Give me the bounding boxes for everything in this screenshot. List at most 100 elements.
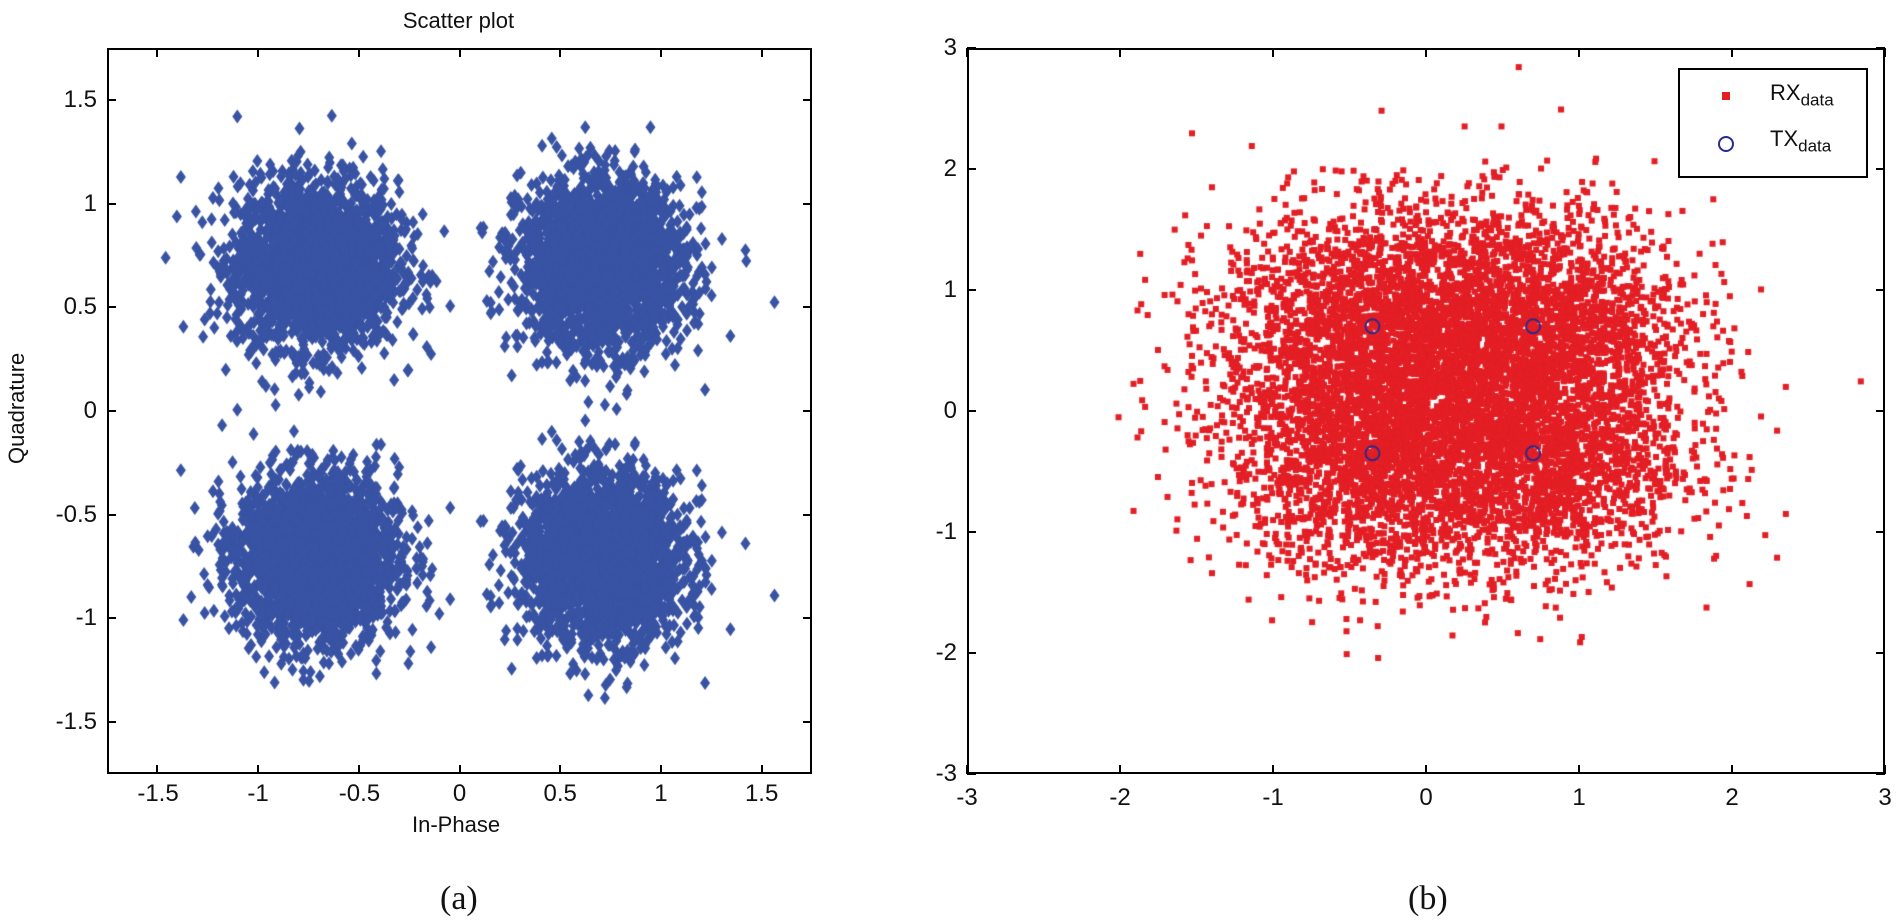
x-tick-label: 1.5 [744,780,779,807]
caption-a: (a) [440,880,478,917]
y-tick-label: -1 [75,604,97,632]
x-tick-mark [1425,48,1427,57]
y-tick-label: 3 [943,34,957,61]
y-tick-mark [967,531,976,533]
y-tick-mark [107,202,116,205]
x-tick-mark [257,765,260,774]
blue-circle-marker-icon [1718,136,1734,152]
x-tick-mark [1425,765,1427,774]
x-tick-label: 0 [1419,784,1433,811]
x-tick-mark [760,765,763,774]
x-tick-mark [659,48,662,57]
x-tick-mark [1884,48,1886,57]
x-tick-mark [760,48,763,57]
x-tick-mark [559,48,562,57]
y-tick-mark [107,513,116,516]
y-tick-mark [1876,47,1885,49]
y-tick-mark [107,306,116,309]
y-tick-mark [1876,531,1885,533]
x-tick-label: 3 [1878,784,1892,811]
x-tick-label: 1 [1572,784,1586,811]
legend: RXdata TXdata [1678,68,1868,178]
y-tick-label: 0 [943,397,957,424]
y-tick-label: 0.5 [63,293,97,321]
x-tick-mark [1731,48,1733,57]
y-tick-mark [107,617,116,620]
y-tick-mark [803,721,812,724]
x-tick-mark [1884,765,1886,774]
x-tick-mark [156,48,159,57]
panel-a: Scatter plot -1.5 -1 -0.5 0 0.5 1 1.5 1.5 1 0.5 0 -… [0,0,900,923]
y-tick-label: 1 [943,276,957,303]
x-tick-mark [257,48,260,57]
x-axis-label: In-Phase [412,812,501,837]
y-tick-label: 0 [83,397,97,424]
y-tick-mark [967,773,976,775]
x-tick-label: -1.5 [137,780,179,807]
y-tick-mark [107,721,116,724]
x-tick-mark [966,765,968,774]
x-tick-label: -1 [1262,784,1284,811]
y-tick-mark [967,168,976,170]
x-tick-mark [966,48,968,57]
y-tick-mark [967,47,976,49]
x-tick-label: 0.5 [543,780,577,807]
x-tick-label: -1 [247,780,269,807]
y-tick-label: -1.5 [55,708,97,736]
legend-sub-tx: data [1798,136,1832,156]
x-tick-mark [458,765,461,774]
red-square-marker-icon [1722,92,1730,100]
legend-label-tx: TX [1770,126,1799,151]
x-tick-label: -3 [956,784,978,811]
y-tick-mark [803,513,812,516]
y-tick-label: 2 [943,155,957,182]
y-tick-label: -2 [935,639,957,666]
x-tick-mark [1119,765,1121,774]
y-tick-mark [803,617,812,620]
y-tick-mark [967,652,976,654]
chart-title: Scatter plot [402,8,515,33]
x-tick-mark [659,765,662,774]
x-tick-mark [1272,48,1274,57]
x-tick-label: 0 [452,780,467,807]
x-tick-label: -2 [1109,784,1131,811]
scatter-points-a [107,48,812,774]
y-tick-mark [1876,652,1885,654]
y-tick-label: -1 [935,518,957,545]
x-tick-mark [1119,48,1121,57]
caption-b: (b) [1408,880,1448,917]
y-tick-mark [803,202,812,205]
y-tick-label: -0.5 [55,500,97,528]
x-tick-mark [458,48,461,57]
x-tick-label: 2 [1725,784,1739,811]
x-tick-mark [559,765,562,774]
x-tick-label: -0.5 [338,780,381,807]
x-tick-label: 1 [654,780,668,807]
legend-sub-rx: data [1800,90,1834,110]
y-tick-mark [1876,410,1885,412]
x-tick-mark [1272,765,1274,774]
legend-item-tx: TXdata [1680,126,1866,166]
x-tick-mark [357,765,360,774]
y-tick-mark [803,98,812,101]
y-tick-mark [107,98,116,101]
x-tick-mark [156,765,159,774]
y-tick-mark [803,410,812,412]
x-tick-mark [1731,765,1733,774]
y-tick-label: 1 [83,189,97,217]
x-tick-mark [1578,765,1580,774]
y-tick-mark [1876,773,1885,775]
legend-label-rx: RX [1770,80,1801,105]
y-tick-mark [1876,289,1885,291]
y-tick-mark [1876,168,1885,170]
y-tick-mark [107,410,116,412]
y-tick-label: -3 [935,760,957,787]
x-tick-mark [357,48,360,57]
legend-item-rx: RXdata [1680,78,1866,118]
x-tick-mark [1578,48,1580,57]
y-tick-mark [967,410,976,412]
y-tick-mark [803,306,812,309]
y-tick-mark [967,289,976,291]
y-tick-label: 1.5 [63,85,97,113]
